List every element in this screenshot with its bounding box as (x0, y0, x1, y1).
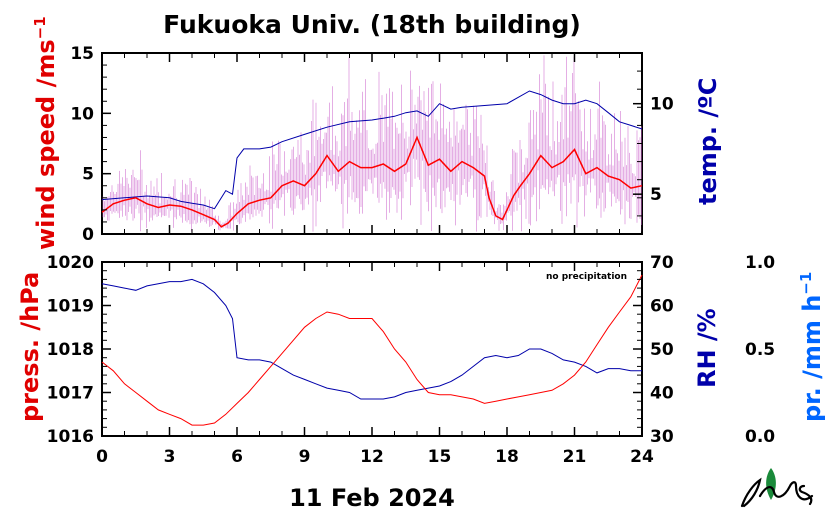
time-tick-label: 6 (231, 447, 243, 467)
time-tick-label: 12 (360, 447, 384, 467)
wind-speed-axis-label: wind speed /ms−1 (31, 16, 60, 250)
precipitation-axis-label-text: pr. /mm h (798, 295, 826, 422)
bottom-panel-frame (101, 261, 643, 437)
precipitation-axis-label-superscript: −1 (797, 272, 815, 295)
relative-humidity-tick-label: 50 (650, 340, 674, 360)
wind-speed-tick-label: 15 (70, 44, 94, 64)
wind-gust-series (102, 55, 642, 232)
wind-speed-tick-label: 10 (70, 104, 94, 124)
chart-title: Fukuoka Univ. (18th building) (163, 10, 581, 39)
precipitation-tick-label: 0.0 (745, 427, 775, 447)
pressure-axis-ticks: 1016 1017 1018 1019 1020 (47, 253, 111, 447)
pressure-tick-label: 1020 (47, 253, 94, 273)
relative-humidity-tick-label: 30 (650, 427, 674, 447)
wind-speed-axis-label-text: wind speed /ms (32, 39, 60, 250)
precipitation-note: no precipitation (546, 272, 627, 282)
time-tick-label: 15 (428, 447, 452, 467)
wind-speed-axis-ticks: 0 5 10 15 (70, 44, 111, 245)
pressure-tick-label: 1019 (47, 297, 94, 317)
precipitation-axis-label: pr. /mm h−1 (797, 272, 826, 422)
temperature-line (101, 90, 643, 210)
relative-humidity-line (101, 278, 642, 400)
relative-humidity-tick-label: 60 (650, 297, 674, 317)
top-time-axis-ticks (101, 53, 643, 234)
date-label: 11 Feb 2024 (289, 484, 455, 512)
logo-swash (740, 477, 814, 508)
precipitation-axis-ticks: 0.0 0.5 1.0 (745, 253, 775, 447)
wind-speed-line (101, 135, 643, 228)
top-panel: 0 5 10 15 5 10 wind speed /ms−1 temp. /ºC (31, 16, 722, 250)
relative-humidity-tick-label: 70 (650, 253, 674, 273)
time-tick-label: 3 (164, 447, 176, 467)
pressure-axis-label: press. /hPa (16, 272, 44, 422)
wind-speed-axis-label-superscript: −1 (31, 16, 49, 39)
wind-speed-tick-label: 5 (82, 165, 94, 185)
pressure-tick-label: 1018 (47, 340, 94, 360)
bottom-time-axis-ticks: 0 3 6 9 12 15 18 21 24 (96, 262, 654, 467)
time-tick-label: 9 (299, 447, 311, 467)
temperature-tick-label: 5 (650, 185, 662, 205)
temperature-tick-label: 10 (650, 95, 674, 115)
precipitation-tick-label: 1.0 (745, 253, 775, 273)
institute-logo (740, 468, 814, 508)
temperature-axis-label: temp. /ºC (694, 78, 722, 205)
time-tick-label: 0 (96, 447, 108, 467)
relative-humidity-axis-label: RH /% (693, 308, 721, 388)
relative-humidity-tick-label: 40 (650, 384, 674, 404)
time-tick-label: 18 (495, 447, 519, 467)
pressure-tick-label: 1017 (47, 384, 94, 404)
temperature-axis-ticks: 5 10 (633, 52, 674, 235)
pressure-tick-label: 1016 (47, 427, 94, 447)
precipitation-tick-label: 0.5 (745, 340, 775, 360)
pressure-line (101, 274, 643, 426)
time-tick-label: 24 (630, 447, 654, 467)
relative-humidity-axis-ticks: 30 40 50 60 70 (633, 253, 674, 447)
wind-speed-tick-label: 0 (82, 225, 94, 245)
time-tick-label: 21 (563, 447, 587, 467)
